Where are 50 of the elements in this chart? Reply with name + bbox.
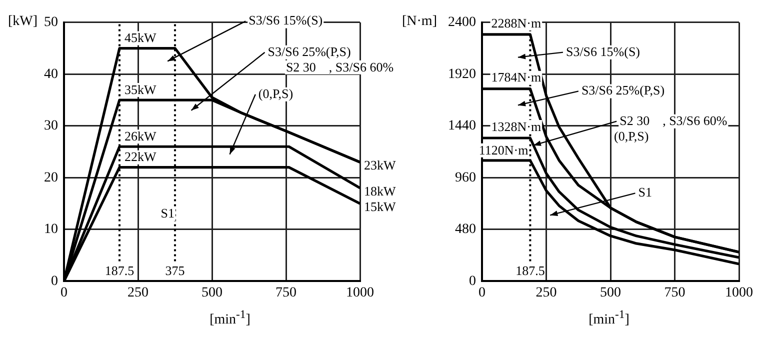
x-tick-label: 500 bbox=[202, 285, 222, 300]
x-tick-label: 1000 bbox=[346, 285, 374, 300]
annotation: 22kW bbox=[124, 149, 157, 164]
y-tick-label: 480 bbox=[455, 222, 476, 238]
y-tick-label: 10 bbox=[44, 222, 58, 238]
annotation: 15kW bbox=[364, 198, 396, 214]
y-tick-label: 960 bbox=[455, 170, 476, 186]
annotation: 45kW bbox=[124, 30, 157, 46]
y-tick-label: 2400 bbox=[448, 15, 476, 30]
annotation: 18kW bbox=[364, 183, 396, 198]
annotation: 1784N·m bbox=[491, 70, 542, 85]
annotation: 23kW bbox=[364, 158, 396, 173]
x-axis-title: [min$^{-1}$] bbox=[588, 308, 630, 329]
y-axis-title: [kW] bbox=[8, 14, 38, 30]
x-axis-title: [min$^{-1}$] bbox=[208, 308, 252, 329]
x-tick-label: 750 bbox=[276, 285, 296, 300]
annotation: S3/S6 25%(P,S) bbox=[268, 44, 351, 59]
annotation: (0,P,S) bbox=[258, 86, 294, 101]
y-tick-label: 50 bbox=[44, 15, 58, 30]
y-tick-label: 30 bbox=[44, 118, 58, 134]
annotation: S3/S6 25%(P,S) bbox=[581, 82, 665, 98]
x-tick-label: 750 bbox=[664, 285, 686, 300]
annotation: 1120N·m bbox=[478, 142, 528, 158]
ref-line-label: 375 bbox=[165, 263, 185, 278]
y-tick-label: 1920 bbox=[448, 66, 476, 82]
annotation: 35kW bbox=[124, 82, 157, 97]
y-tick-label: 40 bbox=[44, 66, 58, 82]
y-tick-label: 0 bbox=[51, 274, 58, 289]
annotation: S1 bbox=[160, 205, 174, 220]
annotation: 2288N·m bbox=[491, 15, 542, 30]
annotation: S3/S6 15%(S) bbox=[248, 12, 323, 28]
x-tick-label: 0 bbox=[478, 285, 486, 300]
x-tick-label: 250 bbox=[128, 285, 148, 300]
ref-line-label: 187.5 bbox=[104, 263, 134, 278]
annotation: 1328N·m bbox=[491, 118, 542, 134]
annotation: S2 30 , S3/S6 60% bbox=[286, 59, 394, 74]
annotation: S2 30 , S3/S6 60% bbox=[620, 112, 728, 128]
y-tick-label: 0 bbox=[469, 274, 476, 289]
x-tick-label: 250 bbox=[536, 285, 557, 300]
y-tick-label: 20 bbox=[44, 170, 58, 186]
annotation: (0,P,S) bbox=[614, 128, 649, 144]
x-tick-label: 1000 bbox=[725, 285, 753, 300]
y-axis-title: [N·m] bbox=[402, 14, 437, 30]
y-tick-label: 1440 bbox=[448, 118, 476, 134]
annotation: 26kW bbox=[124, 128, 157, 144]
annotation: S1 bbox=[638, 184, 652, 200]
x-tick-label: 0 bbox=[60, 285, 68, 300]
ref-line-label: 187.5 bbox=[516, 263, 545, 278]
annotation: S3/S6 15%(S) bbox=[566, 44, 640, 59]
x-tick-label: 500 bbox=[600, 285, 621, 300]
